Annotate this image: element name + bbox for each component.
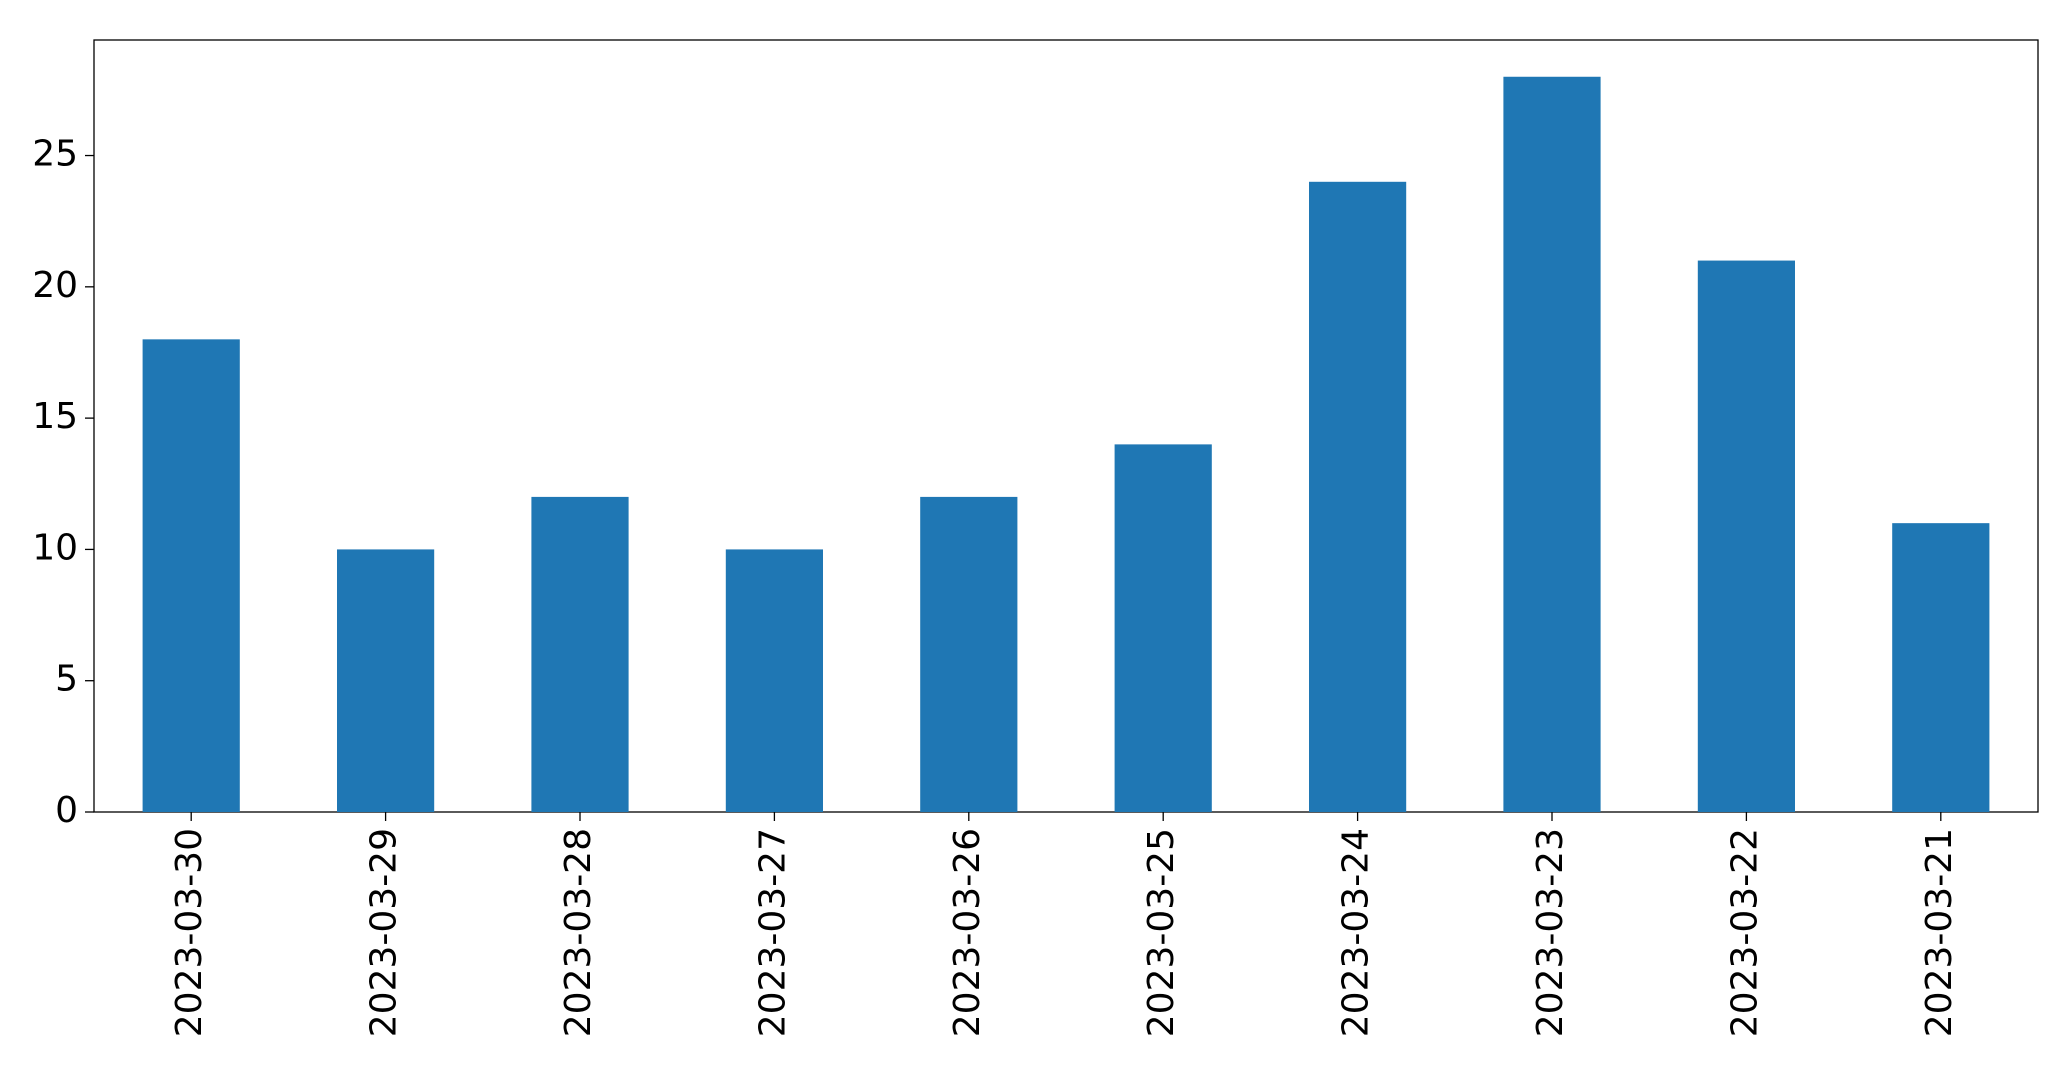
bar [142, 339, 240, 812]
y-tick-label: 0 [55, 790, 78, 831]
x-tick-label: 2023-03-22 [1724, 828, 1765, 1037]
y-tick-label: 15 [32, 396, 78, 437]
plot-frame [93, 39, 2039, 813]
bar [531, 496, 629, 812]
x-tick-label: 2023-03-21 [1919, 828, 1960, 1037]
bar [1114, 444, 1212, 812]
x-tick-label: 2023-03-30 [169, 828, 210, 1037]
x-tick-label: 2023-03-23 [1530, 828, 1571, 1037]
x-tick-label: 2023-03-24 [1336, 828, 1377, 1037]
x-tick-label: 2023-03-28 [558, 828, 599, 1037]
bar [1309, 181, 1407, 813]
y-tick-label: 10 [32, 527, 78, 568]
bar [1503, 76, 1601, 812]
bar [1697, 260, 1795, 813]
y-tick-label: 25 [32, 134, 78, 175]
x-tick-label: 2023-03-29 [364, 828, 405, 1037]
bar [920, 496, 1018, 812]
y-tick-label: 20 [32, 265, 78, 306]
bar [1892, 523, 1990, 812]
bar [337, 549, 435, 812]
x-tick-label: 2023-03-25 [1141, 828, 1182, 1037]
x-tick-label: 2023-03-26 [947, 828, 988, 1037]
y-tick-label: 5 [55, 659, 78, 700]
x-tick-label: 2023-03-27 [752, 828, 793, 1037]
bar [725, 549, 823, 812]
